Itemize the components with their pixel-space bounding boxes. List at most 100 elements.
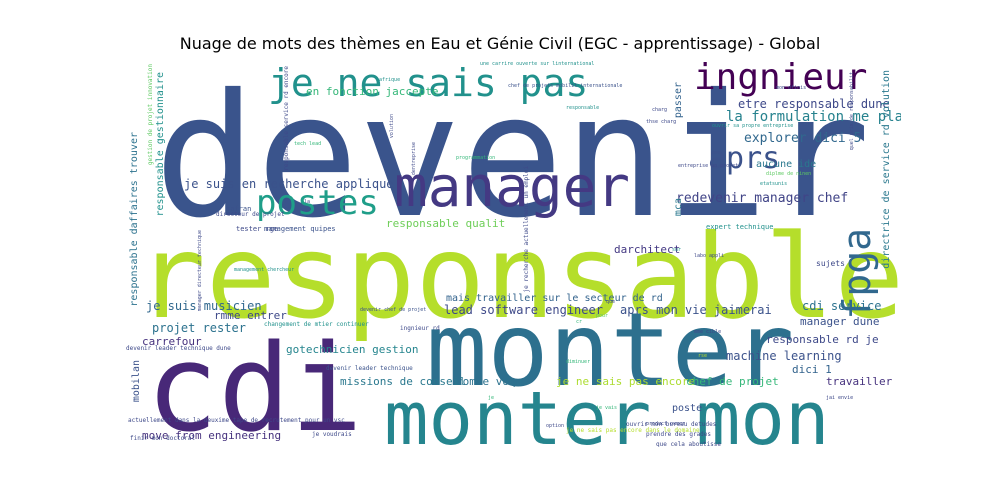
cloud-word: etatsunis — [760, 181, 788, 187]
cloud-word: une carrire ouverte sur linternational — [480, 61, 595, 67]
cloud-word: jai envie — [826, 395, 854, 401]
cloud-word: carrefour — [142, 335, 202, 348]
cloud-word: je vais — [596, 405, 618, 411]
cloud-word: manager dune — [800, 315, 880, 328]
cloud-word: mme cible — [694, 329, 722, 335]
cloud-word: cdi — [146, 320, 363, 448]
cloud-word: chef de projet — [686, 375, 779, 388]
cloud-word: je ne sais pas encore — [556, 375, 696, 388]
cloud-word: thse charg — [646, 119, 677, 125]
cloud-word: gotechnicien gestion — [286, 343, 419, 356]
cloud-word: je suis musicien — [146, 299, 262, 313]
cloud-word: je suis en recherche applique — [184, 177, 394, 191]
cloud-word: product owner — [646, 421, 686, 427]
cloud-word: directrice de service rd volution — [881, 70, 892, 269]
cloud-word: prendre des grades — [646, 431, 712, 438]
cloud-word: comme voqu — [456, 375, 523, 388]
cloud-word: monter — [426, 291, 795, 410]
cloud-word: programmation — [456, 155, 496, 161]
cloud-word: la — [304, 199, 311, 205]
cloud-word: je ne sais pas encore dans le domaine — [566, 427, 700, 434]
cloud-word: manager — [394, 155, 631, 220]
cloud-word: ouvrir mon bureau detudes — [626, 421, 717, 428]
cloud-word: aprs mon vie jaimerai — [620, 303, 772, 317]
cloud-word: devenir — [154, 60, 871, 256]
cloud-word: changement de mtier continuer — [264, 321, 369, 328]
word-cloud: devenir responsable cdi monter monter mon man… — [126, 60, 901, 447]
cloud-word: dentreprise — [411, 142, 417, 176]
cloud-word: explorer dici 5 — [744, 131, 862, 146]
cloud-word: devenir chef de projet — [360, 307, 427, 313]
cloud-word: lafrique — [376, 77, 401, 83]
cloud-word: je recherche actuellement un emploi — [523, 166, 530, 293]
cloud-word: devenir leader technique dune — [126, 345, 231, 352]
cloud-word: rmme entrer — [214, 309, 287, 322]
cloud-word: monter mon — [384, 376, 830, 447]
cloud-word: aucune ide — [756, 159, 817, 170]
cloud-word: diplme de ninen — [766, 171, 812, 177]
chart-title: Nuage de mots des thèmes en Eau et Génie… — [179, 34, 821, 53]
cloud-word: responsable qualit — [386, 217, 506, 230]
cloud-word: travailler — [826, 375, 893, 388]
cloud-word: responsable service rd encore — [283, 66, 290, 171]
cloud-word: management quipes — [264, 225, 336, 233]
cloud-word: pour — [596, 313, 609, 319]
cloud-word: je — [488, 395, 495, 401]
cloud-word: safran — [226, 205, 252, 213]
cloud-word: je voudrais — [312, 431, 352, 438]
cloud-word: ingnieur — [694, 60, 868, 98]
cloud-word: etre responsable dune — [738, 97, 890, 111]
cloud-word: responsable daffaires trouver — [129, 132, 140, 307]
cloud-word: que cela aboutisse — [656, 441, 722, 448]
cloud-word: que — [606, 299, 616, 305]
cloud-word: gestion de projet innovation — [147, 64, 154, 166]
cloud-word: tester rge — [236, 225, 279, 233]
cloud-word: mais travailler sur le secteur de rd — [446, 293, 663, 304]
cloud-word: mobilan — [131, 360, 142, 403]
cloud-word: je ne sais pas — [268, 61, 589, 105]
cloud-word: diminuer — [566, 359, 591, 365]
cloud-word: missions de conseil — [340, 375, 466, 388]
cloud-word: responsable — [136, 210, 901, 345]
cloud-word: actuellement dans la deuxime tape de rec… — [128, 417, 345, 424]
cloud-word: finir mon doctoral — [130, 435, 196, 442]
cloud-word: devenir leader technique — [326, 365, 413, 372]
cloud-word: responsable rd je — [766, 333, 879, 346]
cloud-word: option — [546, 423, 565, 429]
cloud-word: redevenir manager chef — [676, 191, 849, 206]
cloud-word: la formulation me plat — [726, 109, 901, 125]
cloud-word: sujets — [816, 259, 845, 268]
cloud-word: machine learning — [726, 349, 842, 363]
cloud-word: postes — [256, 183, 379, 223]
cloud-word: responsable — [566, 105, 600, 111]
cloud-word: expert technique — [706, 223, 774, 231]
cloud-word: aprs — [708, 141, 781, 176]
cloud-word: ingnieur rd — [400, 325, 440, 332]
cloud-word: en fonction jaccepte — [306, 85, 439, 98]
cloud-word: volution — [389, 114, 395, 139]
cloud-word: mon dfinis — [776, 85, 807, 91]
cloud-word: projet rester — [152, 321, 246, 335]
cloud-word: move from engineering — [142, 429, 282, 442]
cloud-word: quel prix de responsabilit — [849, 72, 855, 151]
cloud-word: manager directeur technique — [197, 230, 203, 312]
cloud-word: sur — [672, 247, 682, 253]
cloud-word: charg — [652, 107, 668, 113]
cloud-word: dici 1 — [792, 363, 832, 376]
cloud-word: tech lead — [294, 141, 322, 147]
cloud-word: directeur de projet — [216, 211, 285, 218]
cloud-word: responsable gestionnaire — [155, 72, 166, 217]
cloud-word: cr — [576, 319, 583, 325]
cloud-word: rse — [698, 353, 708, 359]
cloud-word: lead software engineer — [444, 303, 603, 317]
cloud-word: ouvrir sa propre entreprise — [712, 123, 794, 129]
cloud-word: poste — [672, 403, 703, 414]
cloud-word: cdi service — [802, 299, 882, 313]
cloud-word: chef de projets mobilit internationale — [508, 83, 623, 89]
cloud-word: management chercheur — [234, 267, 295, 273]
cloud-word: labo appli — [694, 253, 725, 259]
cloud-word: mca — [673, 198, 684, 217]
cloud-word: darchitect — [614, 243, 681, 256]
cloud-word: entreprise un projet — [678, 163, 739, 169]
cloud-word: passer — [673, 82, 684, 119]
